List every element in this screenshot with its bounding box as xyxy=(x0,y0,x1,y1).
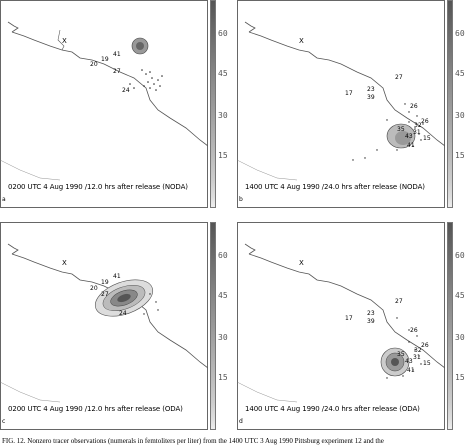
obs-value: 27 xyxy=(113,68,121,75)
panel-time-label: 0200 UTC 4 Aug 1990 /12.0 hrs after rele… xyxy=(8,183,188,191)
obs-value: 24 xyxy=(119,310,127,317)
map-frame xyxy=(237,0,445,208)
colorbar-tick: 15 xyxy=(218,151,228,160)
panel-time-label: 0200 UTC 4 Aug 1990 /12.0 hrs after rele… xyxy=(8,405,183,413)
coastline-map xyxy=(237,21,445,181)
obs-value: 23 xyxy=(367,310,375,317)
colorbar-tick: 45 xyxy=(218,69,228,78)
colorbar-tick: 60 xyxy=(218,251,228,260)
panel-time-label: 1400 UTC 4 Aug 1990 /24.0 hrs after rele… xyxy=(245,183,425,191)
panel-b: X 27 17 23 39 26 32 35 26 31 43 15 41 60… xyxy=(237,0,467,208)
obs-value: 26 xyxy=(410,327,418,334)
obs-value: 27 xyxy=(101,291,109,298)
coastline-map xyxy=(0,243,208,403)
obs-value: 23 xyxy=(367,86,375,93)
coastline-map xyxy=(0,21,208,181)
colorbar xyxy=(447,0,453,208)
panel-letter: b xyxy=(239,196,243,203)
colorbar-tick: 45 xyxy=(455,69,465,78)
obs-value: 17 xyxy=(345,90,353,97)
colorbar-tick: 60 xyxy=(218,29,228,38)
colorbar-tick: 45 xyxy=(218,291,228,300)
obs-value: 27 xyxy=(395,74,403,81)
colorbar-tick: 15 xyxy=(455,151,465,160)
map-frame xyxy=(0,222,208,430)
obs-value: 26 xyxy=(421,118,429,125)
map-frame xyxy=(237,222,445,430)
figure-caption: FIG. 12. Nonzero tracer observations (nu… xyxy=(2,437,384,445)
release-site-marker: X xyxy=(62,259,67,267)
panel-letter: c xyxy=(2,418,6,425)
colorbar-tick: 60 xyxy=(455,29,465,38)
obs-value: 41 xyxy=(407,142,415,149)
obs-value: 41 xyxy=(113,273,121,280)
obs-value: 27 xyxy=(395,298,403,305)
obs-value: 17 xyxy=(345,315,353,322)
colorbar-tick: 60 xyxy=(455,251,465,260)
obs-value: 32 xyxy=(414,347,422,354)
obs-value: 31 xyxy=(413,354,421,361)
obs-value: 20 xyxy=(90,61,98,68)
obs-value: 19 xyxy=(101,56,109,63)
obs-value: 20 xyxy=(90,285,98,292)
release-site-marker: X xyxy=(62,37,67,45)
obs-value: 35 xyxy=(397,351,405,358)
obs-value: 41 xyxy=(407,367,415,374)
colorbar xyxy=(447,222,453,430)
colorbar-tick: 15 xyxy=(218,373,228,382)
obs-value: 39 xyxy=(367,318,375,325)
obs-value: 35 xyxy=(397,126,405,133)
colorbar-tick: 30 xyxy=(455,111,465,120)
panel-d: X 27 17 23 39 26 32 35 26 31 43 15 41 60… xyxy=(237,222,467,430)
panel-letter: d xyxy=(239,418,243,425)
colorbar xyxy=(210,0,216,208)
obs-value: 43 xyxy=(405,358,413,365)
panel-c: X 41 19 20 27 24 60 45 30 15 0200 UTC 4 … xyxy=(0,222,230,430)
obs-value: 15 xyxy=(423,360,431,367)
obs-value: 26 xyxy=(410,103,418,110)
colorbar xyxy=(210,222,216,430)
obs-value: 26 xyxy=(421,342,429,349)
obs-value: 15 xyxy=(423,135,431,142)
obs-value: 31 xyxy=(413,129,421,136)
panel-a: X 41 19 20 27 24 60 45 30 15 0200 UTC 4 … xyxy=(0,0,230,208)
colorbar-tick: 45 xyxy=(455,291,465,300)
coastline-map xyxy=(237,243,445,403)
obs-value: 19 xyxy=(101,279,109,286)
panel-time-label: 1400 UTC 4 Aug 1990 /24.0 hrs after rele… xyxy=(245,405,420,413)
release-site-marker: X xyxy=(299,259,304,267)
map-frame xyxy=(0,0,208,208)
obs-value: 39 xyxy=(367,94,375,101)
obs-value: 32 xyxy=(414,122,422,129)
panel-letter: a xyxy=(2,196,6,203)
release-site-marker: X xyxy=(299,37,304,45)
obs-value: 24 xyxy=(122,87,130,94)
obs-value: 43 xyxy=(405,133,413,140)
obs-value: 41 xyxy=(113,51,121,58)
colorbar-tick: 15 xyxy=(455,373,465,382)
colorbar-tick: 30 xyxy=(218,333,228,342)
colorbar-tick: 30 xyxy=(455,333,465,342)
colorbar-tick: 30 xyxy=(218,111,228,120)
